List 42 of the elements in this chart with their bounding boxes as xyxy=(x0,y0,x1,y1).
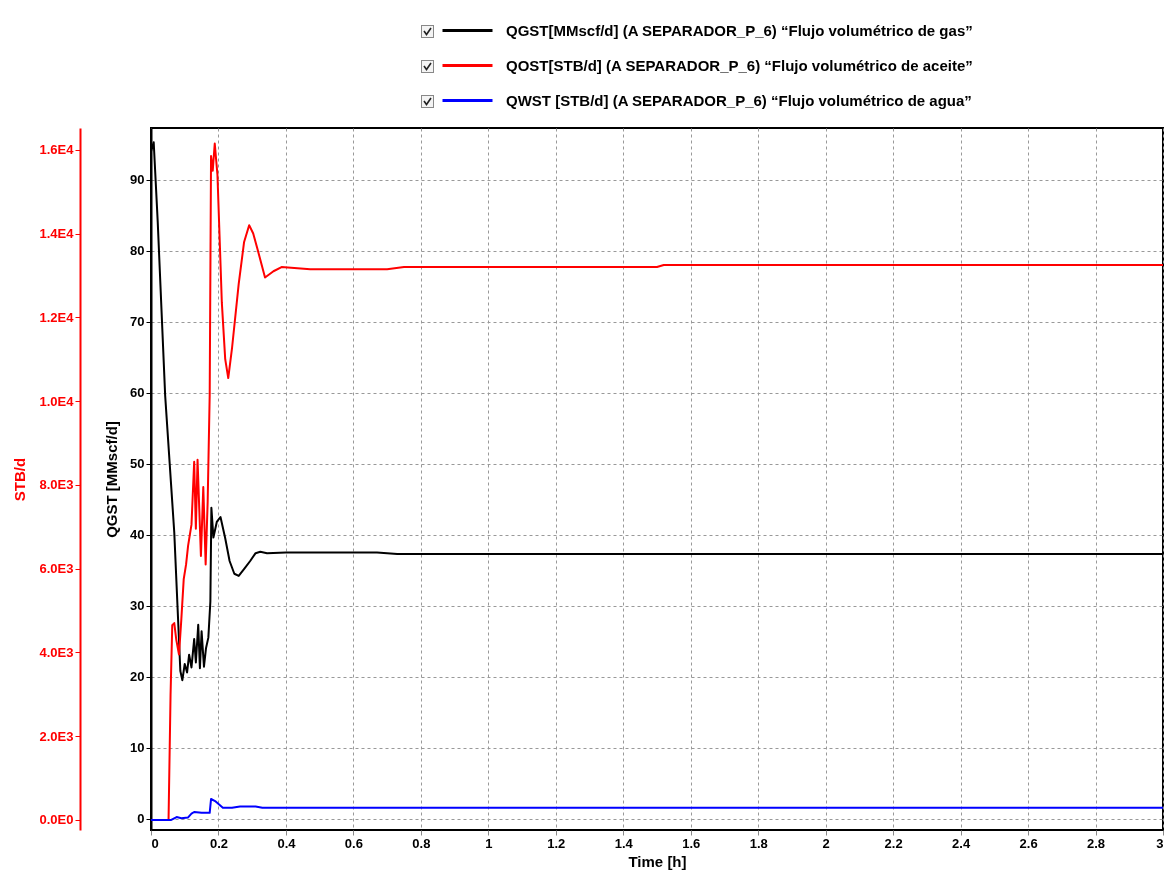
x-tick-label: 1.8 xyxy=(749,835,768,851)
x-tick-label: 0.8 xyxy=(412,835,431,851)
y-tick-label: 10 xyxy=(130,740,145,756)
legend-label: QWST [STB/d] (A SEPARADOR_P_6) “Flujo volumétrico de agua” xyxy=(506,91,972,109)
y-tick-label: 90 xyxy=(130,172,145,188)
y-tick-label: 40 xyxy=(130,527,145,543)
x-tick-label: 2.6 xyxy=(1019,835,1038,851)
y2-tick-label: 0.0E0 xyxy=(39,812,74,828)
y-tick-label: 30 xyxy=(130,598,145,614)
y2-tick-label: 1.4E4 xyxy=(39,226,75,242)
y2-tick-label: 1.6E4 xyxy=(39,142,75,158)
x-tick-label: 0.6 xyxy=(344,835,363,851)
y2-tick-label: 1.0E4 xyxy=(39,393,75,409)
y2-axis-title: STB/d xyxy=(10,457,28,502)
legend-label: QGST[MMscf/d] (A SEPARADOR_P_6) “Flujo volumétrico de gas” xyxy=(506,21,973,39)
y2-tick-label: 4.0E3 xyxy=(39,644,74,660)
y-tick-label: 80 xyxy=(130,243,145,259)
x-tick-label: 2.4 xyxy=(952,835,971,851)
y-tick-label: 60 xyxy=(130,385,145,401)
y-tick-label: 50 xyxy=(130,456,145,472)
x-tick-label: 1.2 xyxy=(547,835,566,851)
x-tick-label: 2.8 xyxy=(1086,835,1106,851)
y-tick-label: 70 xyxy=(130,314,145,330)
y2-tick-label: 6.0E3 xyxy=(39,561,74,577)
y2-tick-label: 1.2E4 xyxy=(39,309,75,325)
x-tick-label: 1.6 xyxy=(682,835,701,851)
x-tick-label: 2.2 xyxy=(884,835,903,851)
x-tick-label: 1.4 xyxy=(614,835,634,851)
x-axis-title: Time [h] xyxy=(628,852,687,870)
line-series xyxy=(151,798,1163,821)
y2-tick-label: 8.0E3 xyxy=(39,477,74,493)
legend-label: QOST[STB/d] (A SEPARADOR_P_6) “Flujo volumétrico de aceite” xyxy=(506,56,973,74)
x-tick-label: 0 xyxy=(151,835,159,851)
y-tick-label: 20 xyxy=(130,669,145,685)
y2-tick-label: 2.0E3 xyxy=(39,728,74,744)
x-tick-label: 0.2 xyxy=(209,835,229,851)
x-tick-label: 0.4 xyxy=(277,835,297,851)
y-axis-title: QGST [MMscf/d] xyxy=(103,421,121,538)
y-tick-label: 0 xyxy=(137,811,145,827)
x-tick-label: 1 xyxy=(485,835,493,851)
x-tick-label: 3 xyxy=(1156,835,1164,851)
x-tick-label: 2 xyxy=(822,835,830,851)
